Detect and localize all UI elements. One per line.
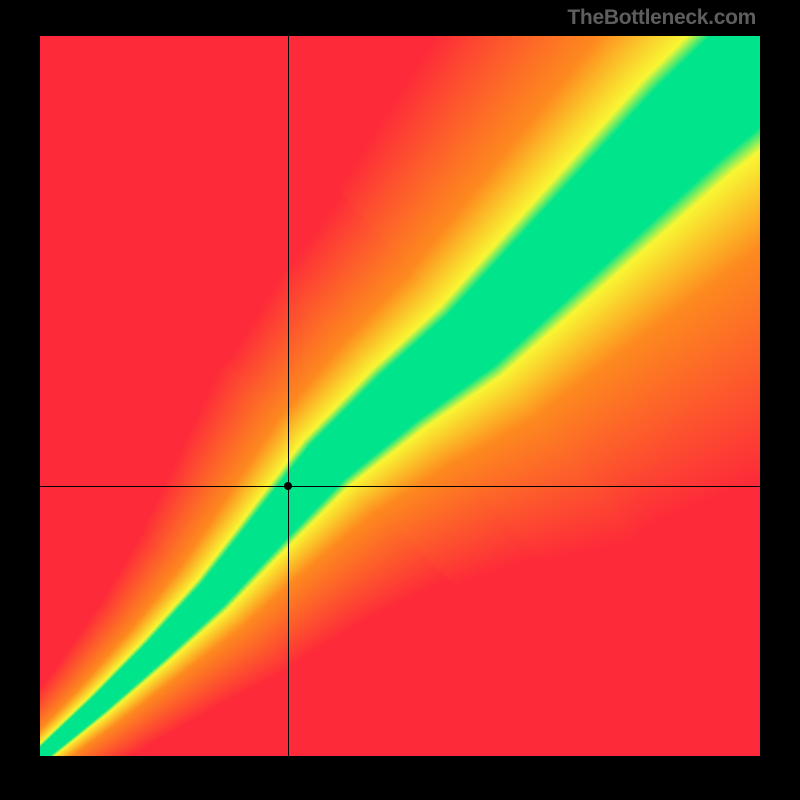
heatmap-canvas — [40, 36, 760, 756]
crosshair-vertical — [288, 36, 289, 756]
crosshair-horizontal — [40, 486, 760, 487]
watermark-text: TheBottleneck.com — [567, 6, 756, 30]
chart-frame: TheBottleneck.com — [0, 0, 800, 800]
data-point — [284, 482, 292, 490]
plot-area — [40, 36, 760, 756]
